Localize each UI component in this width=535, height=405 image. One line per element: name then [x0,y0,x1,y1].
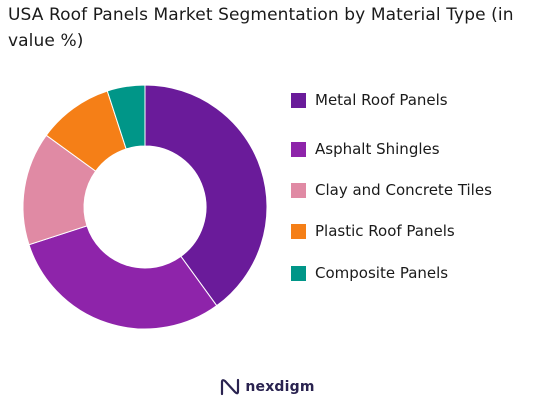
brand-name: nexdigm [245,379,315,395]
donut-slice-metal-roof-panels [144,84,268,307]
donut-slice-asphalt-shingles [28,225,218,330]
legend-label: Asphalt Shingles [315,140,440,158]
legend-label: Plastic Roof Panels [315,222,455,240]
legend-swatch [291,182,306,198]
legend-label: Composite Panels [315,264,449,282]
donut-slice-composite-panels [106,84,146,150]
donut-chart [22,84,268,330]
legend-item: Metal Roof Panels [291,90,448,110]
legend-item: Plastic Roof Panels [291,221,455,241]
legend-swatch [291,265,306,281]
legend-item: Asphalt Shingles [291,139,440,159]
legend-swatch [291,92,306,108]
legend-label: Metal Roof Panels [315,91,448,109]
brand-footer: nexdigm [0,376,535,398]
chart-title: USA Roof Panels Market Segmentation by M… [8,5,514,51]
legend-swatch [291,141,306,157]
nexdigm-logo-icon [221,378,240,396]
legend-swatch [291,223,306,239]
legend-item: Composite Panels [291,263,448,283]
legend-item: Clay and Concrete Tiles [291,180,492,200]
legend-label: Clay and Concrete Tiles [315,181,492,199]
